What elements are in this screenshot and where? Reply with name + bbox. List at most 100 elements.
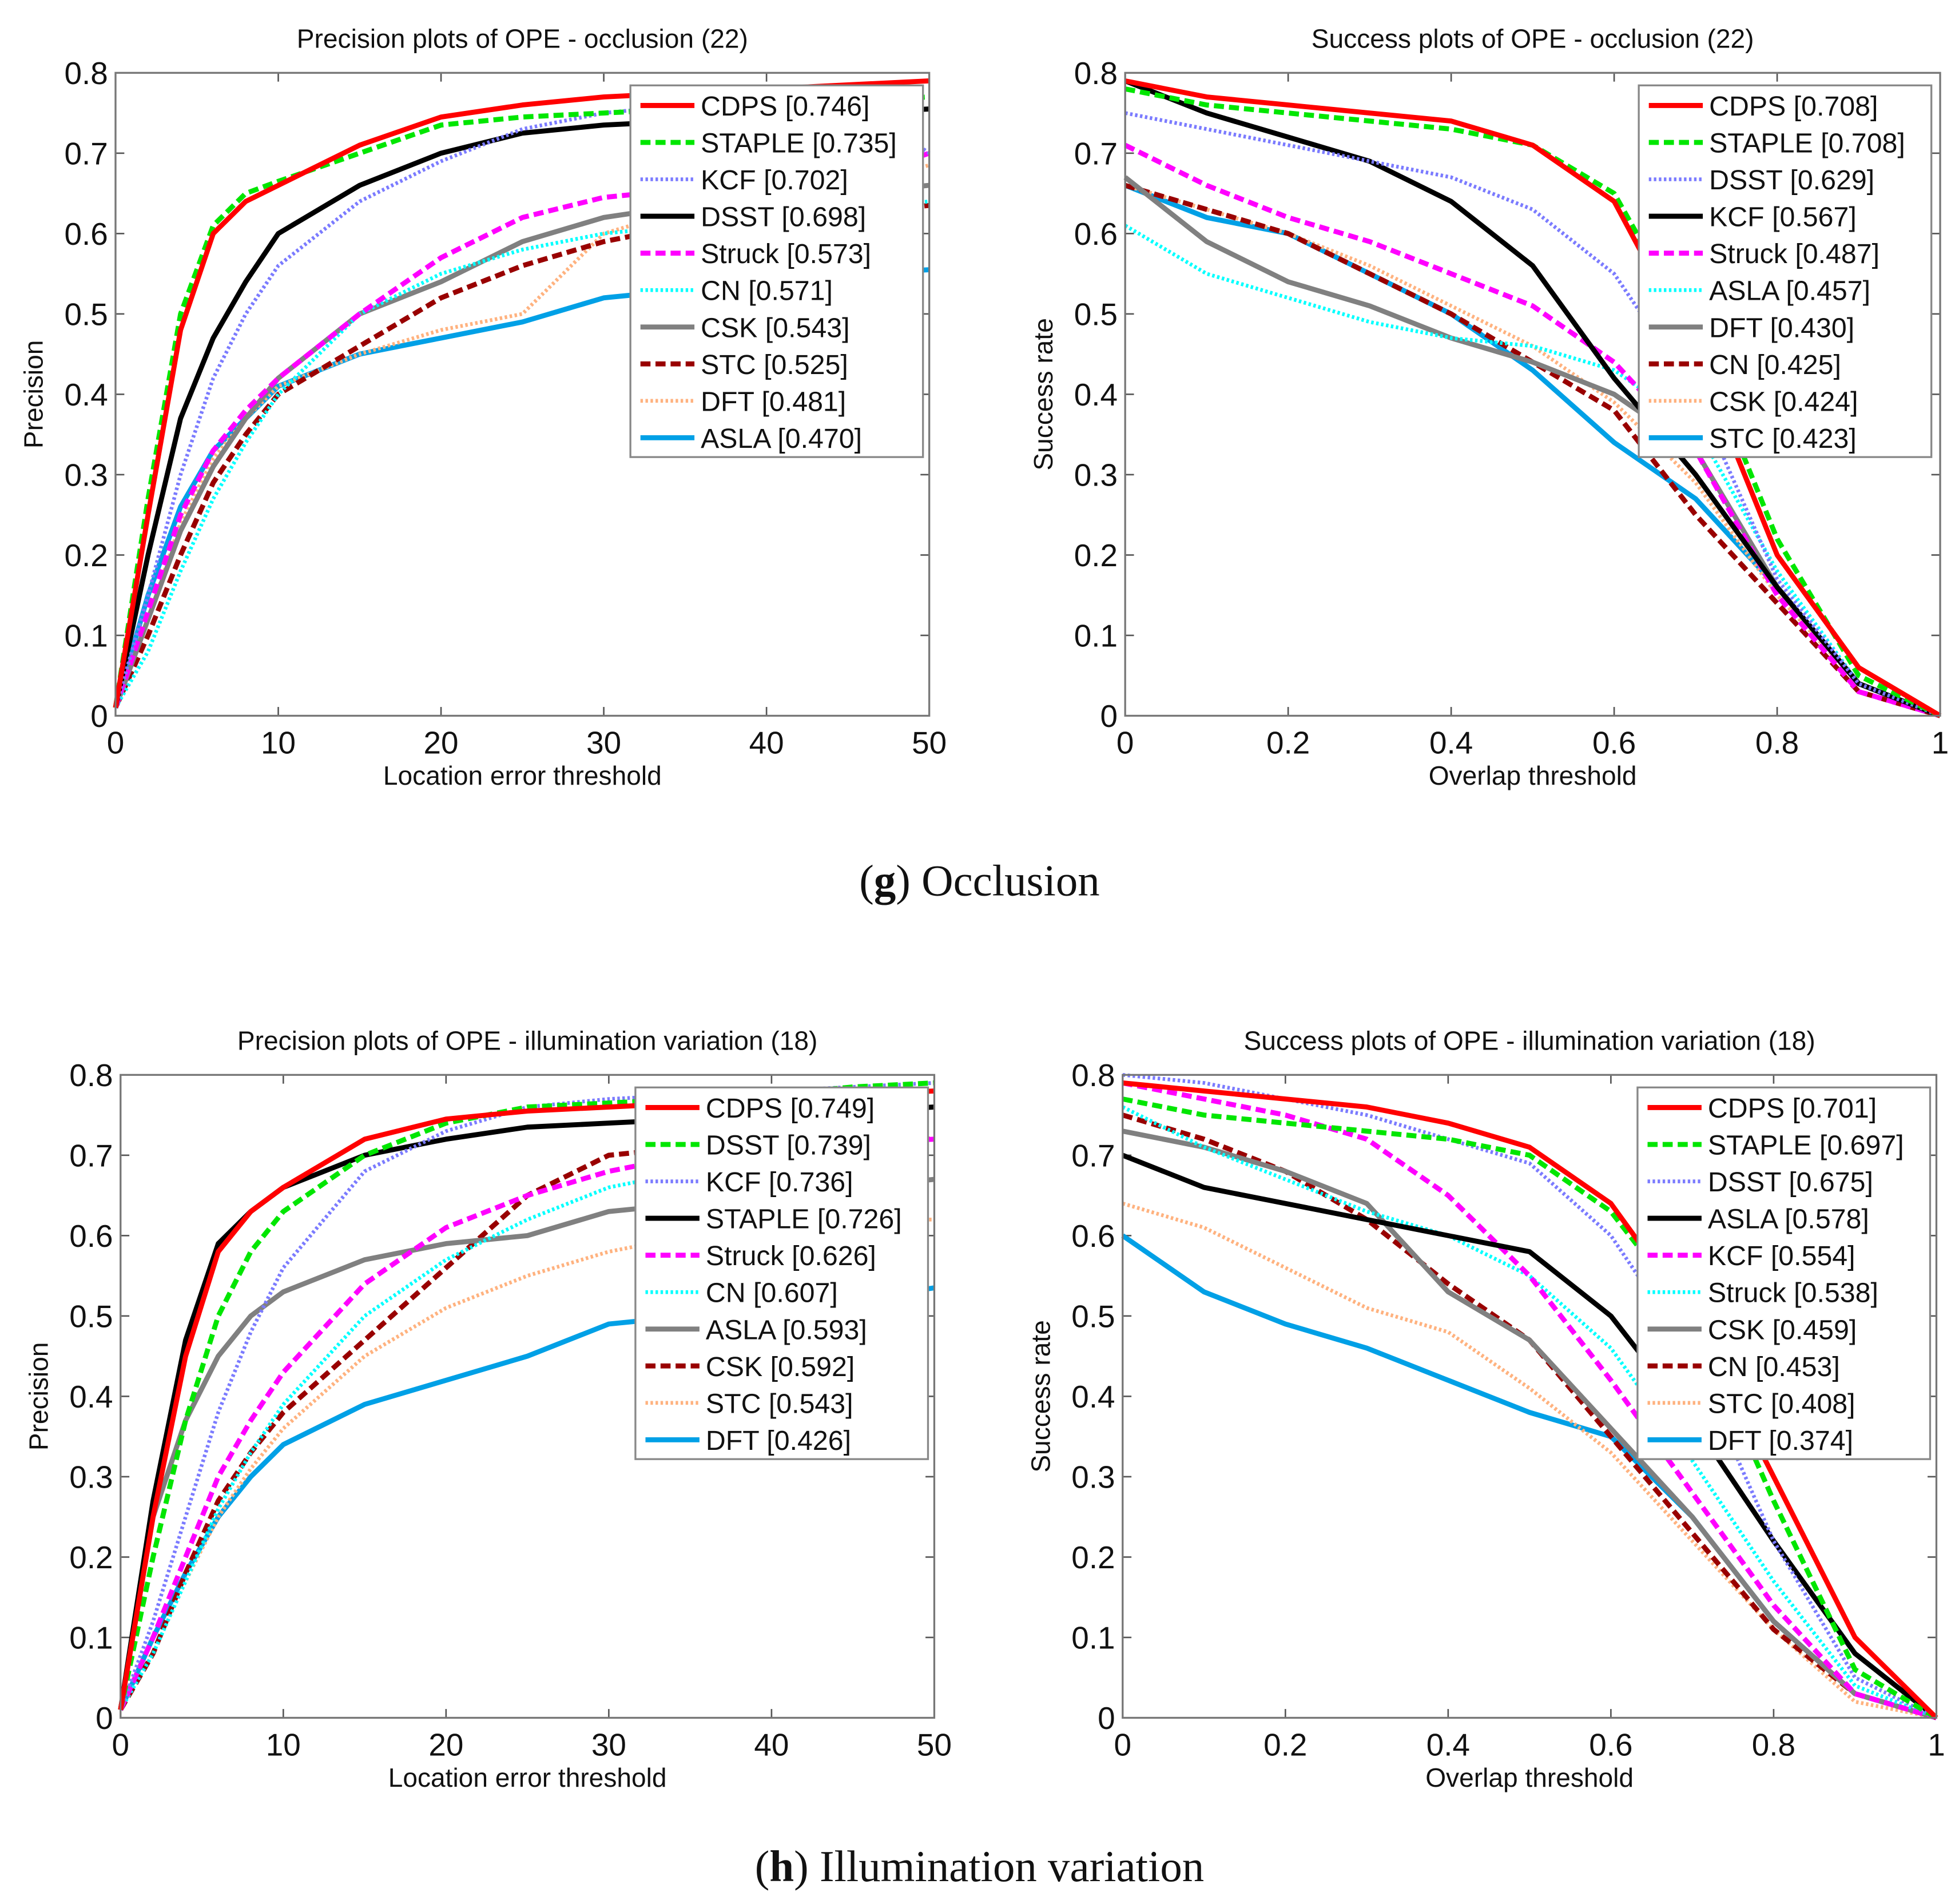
x-tick-label: 0 <box>107 725 125 760</box>
legend-label: KCF [0.702] <box>701 165 848 196</box>
legend: CDPS [0.746] STAPLE [0.735] KCF [0.702] DSS… <box>629 84 924 458</box>
y-tick-label: 0.8 <box>65 55 108 91</box>
x-tick-label: 30 <box>591 1727 626 1762</box>
x-tick-label: 0.8 <box>1755 725 1799 760</box>
y-tick-label: 0.8 <box>1071 1058 1115 1093</box>
caption-occlusion: (g) Occlusion <box>859 856 1100 905</box>
legend-label: DSST [0.629] <box>1709 165 1874 196</box>
series-line-stc <box>1122 1202 1937 1720</box>
legend-label: STC [0.543] <box>706 1388 853 1419</box>
series-line-asla <box>1122 1152 1938 1720</box>
legend-label: STAPLE [0.697] <box>1708 1130 1904 1161</box>
caption-illumination: (h) Illumination variation <box>754 1842 1205 1891</box>
legend-label: DFT [0.374] <box>1708 1425 1853 1456</box>
y-tick-label: 0.3 <box>65 458 108 493</box>
axes-frame <box>114 71 931 717</box>
y-tick-label: 0.5 <box>1071 1299 1115 1334</box>
legend-label: STAPLE [0.735] <box>701 128 897 159</box>
legend-label: STAPLE [0.708] <box>1709 128 1905 159</box>
legend-label: DSST [0.675] <box>1708 1167 1873 1198</box>
legend-label: CSK [0.592] <box>706 1352 855 1382</box>
y-tick-label: 0 <box>1100 698 1118 734</box>
series-line-dsst <box>1124 111 1941 718</box>
x-tick-label: 0 <box>112 1727 130 1762</box>
legend-label: ASLA [0.470] <box>701 423 862 454</box>
legend-label: CN [0.607] <box>706 1278 838 1309</box>
y-tick-label: 0.8 <box>69 1058 113 1093</box>
y-tick-label: 0.1 <box>69 1620 113 1656</box>
chart-title: Success plots of OPE - occlusion (22) <box>1312 23 1754 53</box>
x-tick-label: 10 <box>261 725 296 760</box>
x-tick-label: 0 <box>1114 1727 1132 1762</box>
y-tick-label: 0.1 <box>65 618 108 654</box>
legend: CDPS [0.708] STAPLE [0.708] DSST [0.629] KC… <box>1638 84 1933 458</box>
axes-frame <box>120 1074 936 1719</box>
series-line-kcf <box>113 95 931 709</box>
legend-box <box>1636 1086 1932 1460</box>
y-tick-label: 0.2 <box>69 1540 113 1575</box>
x-tick-label: 0.4 <box>1426 1727 1470 1762</box>
legend-label: CN [0.571] <box>701 276 833 307</box>
y-tick-label: 0.8 <box>1074 55 1118 91</box>
legend-label: KCF [0.554] <box>1708 1241 1855 1271</box>
legend-label: KCF [0.567] <box>1709 202 1857 233</box>
x-tick-label: 30 <box>586 725 621 760</box>
x-tick-label: 40 <box>749 725 784 760</box>
y-axis-label: Precision <box>19 340 49 449</box>
legend-label: CDPS [0.708] <box>1709 91 1878 122</box>
x-tick-label: 0.2 <box>1263 1727 1307 1762</box>
legend-label: ASLA [0.593] <box>706 1314 867 1345</box>
chart-0: Precision plots of OPE - occlusion (22) 0… <box>19 23 947 790</box>
chart-2: Precision plots of OPE - illumination va… <box>23 1025 952 1792</box>
chart-title: Precision plots of OPE - occlusion (22) <box>297 23 748 53</box>
y-tick-label: 0.4 <box>1074 377 1118 412</box>
y-tick-label: 0.6 <box>1071 1218 1115 1254</box>
y-tick-label: 0 <box>96 1700 113 1736</box>
y-tick-label: 0.4 <box>1071 1379 1115 1414</box>
chart-title: Precision plots of OPE - illumination va… <box>237 1025 818 1055</box>
y-tick-label: 0.3 <box>69 1460 113 1495</box>
y-tick-label: 0.2 <box>1071 1540 1115 1575</box>
series-line-struck <box>118 1136 935 1711</box>
x-tick-label: 50 <box>917 1727 952 1762</box>
series-line-dsst <box>1122 1073 1937 1720</box>
y-axis-label: Success rate <box>1028 318 1058 470</box>
legend-label: CDPS [0.701] <box>1708 1093 1877 1124</box>
x-tick-label: 0.6 <box>1592 725 1636 760</box>
x-tick-label: 0.8 <box>1752 1727 1795 1762</box>
legend-label: CN [0.425] <box>1709 349 1841 380</box>
legend-label: CN [0.453] <box>1708 1352 1840 1382</box>
y-tick-label: 0.7 <box>1074 136 1118 172</box>
legend-label: Struck [0.626] <box>706 1241 876 1271</box>
x-axis-label: Overlap threshold <box>1429 761 1637 790</box>
y-tick-label: 0.5 <box>1074 297 1118 332</box>
caption-letter: h <box>769 1842 794 1891</box>
x-tick-label: 20 <box>424 725 459 760</box>
y-tick-label: 0.2 <box>65 538 108 573</box>
legend-label: DFT [0.481] <box>701 386 846 417</box>
series-group <box>1121 1073 1938 1720</box>
legend-label: STC [0.423] <box>1709 423 1857 454</box>
legend-label: ASLA [0.457] <box>1709 276 1870 307</box>
series-line-asla <box>1124 224 1941 718</box>
y-tick-label: 0.7 <box>69 1138 113 1174</box>
legend-label: STC [0.408] <box>1708 1388 1855 1419</box>
y-axis-label: Precision <box>23 1342 53 1451</box>
axes-frame <box>1124 71 1941 717</box>
y-axis-label: Success rate <box>1026 1320 1055 1472</box>
y-tick-label: 0.7 <box>1071 1138 1115 1174</box>
legend-label: DSST [0.698] <box>701 202 866 233</box>
y-tick-label: 0.4 <box>65 377 108 412</box>
legend-box <box>1638 84 1933 458</box>
y-tick-label: 0.6 <box>1074 216 1118 252</box>
x-tick-label: 10 <box>266 1727 301 1762</box>
series-line-kcf <box>1122 1080 1937 1720</box>
x-tick-label: 1 <box>1932 725 1949 760</box>
legend-label: CDPS [0.749] <box>706 1093 875 1124</box>
legend: CDPS [0.749] DSST [0.739] KCF [0.736] STAPL… <box>634 1086 929 1460</box>
series-group <box>1123 78 1942 718</box>
series-line-struck <box>113 150 931 709</box>
legend-label: Struck [0.573] <box>701 239 871 269</box>
x-tick-label: 1 <box>1928 1727 1945 1762</box>
legend-label: STC [0.525] <box>701 349 848 380</box>
